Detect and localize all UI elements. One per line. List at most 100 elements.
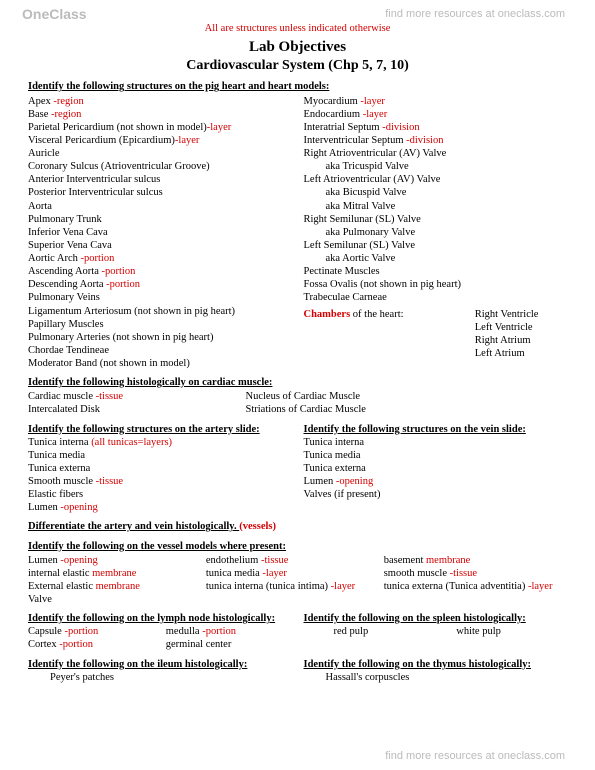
- vein-tunica-media: Tunica media: [304, 449, 568, 462]
- section-artery-vein: Identify the following structures on the…: [28, 423, 567, 515]
- logo: OneClass: [22, 6, 87, 24]
- bicuspid: aka Bicuspid Valve: [304, 186, 568, 199]
- left-atrium: Left Atrium: [475, 347, 567, 360]
- aorta: Aorta: [28, 200, 292, 213]
- title-cardio: Cardiovascular System (Chp 5, 7, 10): [28, 57, 567, 75]
- vein-lumen: Lumen: [304, 476, 336, 487]
- lymph-heading: Identify the following on the lymph node…: [28, 612, 292, 625]
- trabeculae-carneae: Trabeculae Carneae: [304, 291, 568, 304]
- interventricular-note: -division: [406, 135, 443, 146]
- artery-tunica-interna: Tunica interna: [28, 437, 91, 448]
- lymph-capsule: Capsule: [28, 626, 64, 637]
- diff-artery-vein: Differentiate the artery and vein histol…: [28, 521, 239, 532]
- spleen-heading: Identify the following on the spleen his…: [304, 612, 568, 625]
- interatrial-septum: Interatrial Septum: [304, 122, 383, 133]
- heart-right-col: Myocardium -layer Endocardium -layer Int…: [298, 95, 568, 371]
- vm-tunica-interna: tunica interna (tunica intima): [206, 581, 331, 592]
- vm-tm-note: -layer: [262, 568, 286, 579]
- artery-smooth-muscle: Smooth muscle: [28, 476, 96, 487]
- heart-left-col: Apex -region Base -region Parietal Peric…: [28, 95, 298, 371]
- spleen-white-pulp: white pulp: [450, 625, 567, 638]
- vm-ext-elastic: External elastic: [28, 581, 96, 592]
- vm-basement: basement: [384, 555, 426, 566]
- section-heart-heading: Identify the following structures on the…: [28, 80, 567, 93]
- diff-vessels-note: (vessels): [239, 521, 276, 532]
- vm-ti-note: -layer: [331, 581, 355, 592]
- ivc: Inferior Vena Cava: [28, 226, 292, 239]
- auricle: Auricle: [28, 147, 292, 160]
- coronary-sulcus: Coronary Sulcus (Atrioventricular Groove…: [28, 160, 292, 173]
- vm-lumen: Lumen: [28, 555, 60, 566]
- vein-tunica-interna: Tunica interna: [304, 436, 568, 449]
- papillary-muscles: Papillary Muscles: [28, 318, 292, 331]
- section-ileum-thymus: Identify the following on the ileum hist…: [28, 658, 567, 684]
- vm-endothelium: endothelium: [206, 555, 261, 566]
- artery-heading: Identify the following structures on the…: [28, 423, 292, 436]
- interatrial-note: -division: [382, 122, 419, 133]
- right-atrium: Right Atrium: [475, 334, 567, 347]
- lymph-germinal: germinal center: [160, 638, 292, 651]
- spleen-red-pulp: red pulp: [304, 625, 451, 638]
- vessel-row1: Lumen -opening endothelium -tissue basem…: [28, 554, 567, 567]
- pulm-arteries: Pulmonary Arteries (not shown in pig hea…: [28, 331, 292, 344]
- endocardium: Endocardium: [304, 109, 363, 120]
- lymph-medulla-note: -portion: [202, 626, 236, 637]
- vm-lumen-note: -opening: [60, 555, 97, 566]
- fossa-ovalis: Fossa Ovalis (not shown in pig heart): [304, 278, 568, 291]
- myocardium: Myocardium: [304, 96, 361, 107]
- section-heart-body: Apex -region Base -region Parietal Peric…: [28, 95, 567, 371]
- section-cardiac-body: Cardiac muscle -tissue Intercalated Disk…: [28, 390, 567, 416]
- vm-tunica-externa: tunica externa (Tunica adventitia): [384, 581, 528, 592]
- vm-smooth-muscle: smooth muscle: [384, 568, 450, 579]
- artery-elastic-fibers: Elastic fibers: [28, 488, 292, 501]
- pectinate-muscles: Pectinate Muscles: [304, 265, 568, 278]
- lymph-medulla: medulla: [166, 626, 202, 637]
- lymph-capsule-note: -portion: [64, 626, 98, 637]
- thymus-heading: Identify the following on the thymus his…: [304, 658, 568, 671]
- chambers-of: of the heart:: [350, 309, 403, 320]
- right-ventricle: Right Ventricle: [475, 308, 567, 321]
- vm-endo-note: -tissue: [261, 555, 288, 566]
- tunicas-note: (all tunicas=layers): [91, 437, 172, 448]
- vm-int-elastic: internal elastic: [28, 568, 92, 579]
- section-differentiate: Differentiate the artery and vein histol…: [28, 520, 567, 533]
- vm-te-note: -layer: [528, 581, 552, 592]
- title-lab-objectives: Lab Objectives: [28, 38, 567, 57]
- apex-note: -region: [53, 96, 83, 107]
- asc-aorta-note: -portion: [102, 266, 136, 277]
- aortic-arch-note: -portion: [81, 253, 115, 264]
- visceral-peri: Visceral Pericardium (Epicardium): [28, 135, 175, 146]
- artery-lumen-note: -opening: [60, 502, 97, 513]
- peyers-patches: Peyer's patches: [28, 671, 292, 684]
- vm-valve: Valve: [28, 593, 206, 606]
- vm-tunica-media: tunica media: [206, 568, 263, 579]
- artery-sm-note: -tissue: [96, 476, 123, 487]
- artery-lumen: Lumen: [28, 502, 60, 513]
- nucleus-cardiac: Nucleus of Cardiac Muscle: [246, 390, 568, 403]
- visceral-peri-note: -layer: [175, 135, 199, 146]
- vm-sm-note: -tissue: [450, 568, 477, 579]
- asc-aorta: Ascending Aorta: [28, 266, 102, 277]
- parietal-peri-note: -layer: [207, 122, 231, 133]
- vein-heading: Identify the following structures on the…: [304, 423, 568, 436]
- cardiac-muscle-note: -tissue: [96, 391, 123, 402]
- ant-iv-sulcus: Anterior Interventricular sulcus: [28, 173, 292, 186]
- left-ventricle: Left Ventricle: [475, 321, 567, 334]
- myocardium-note: -layer: [360, 96, 384, 107]
- vessel-row4: Valve: [28, 593, 567, 606]
- left-av-valve: Left Atrioventricular (AV) Valve: [304, 173, 568, 186]
- vein-tunica-externa: Tunica externa: [304, 462, 568, 475]
- section-lymph-spleen: Identify the following on the lymph node…: [28, 612, 567, 651]
- tricuspid: aka Tricuspid Valve: [304, 160, 568, 173]
- base: Base: [28, 109, 51, 120]
- chordae-tendineae: Chordae Tendineae: [28, 344, 292, 357]
- watermark-bottom: find more resources at oneclass.com: [385, 750, 565, 764]
- section-cardiac-muscle-heading: Identify the following histologically on…: [28, 376, 567, 389]
- top-tag: find more resources at oneclass.com: [385, 8, 565, 22]
- apex: Apex: [28, 96, 53, 107]
- ileum-heading: Identify the following on the ileum hist…: [28, 658, 292, 671]
- parietal-peri: Parietal Pericardium (not shown in model…: [28, 122, 207, 133]
- moderator-band: Moderator Band (not shown in model): [28, 357, 292, 370]
- lymph-cortex-note: -portion: [59, 639, 93, 650]
- base-note: -region: [51, 109, 81, 120]
